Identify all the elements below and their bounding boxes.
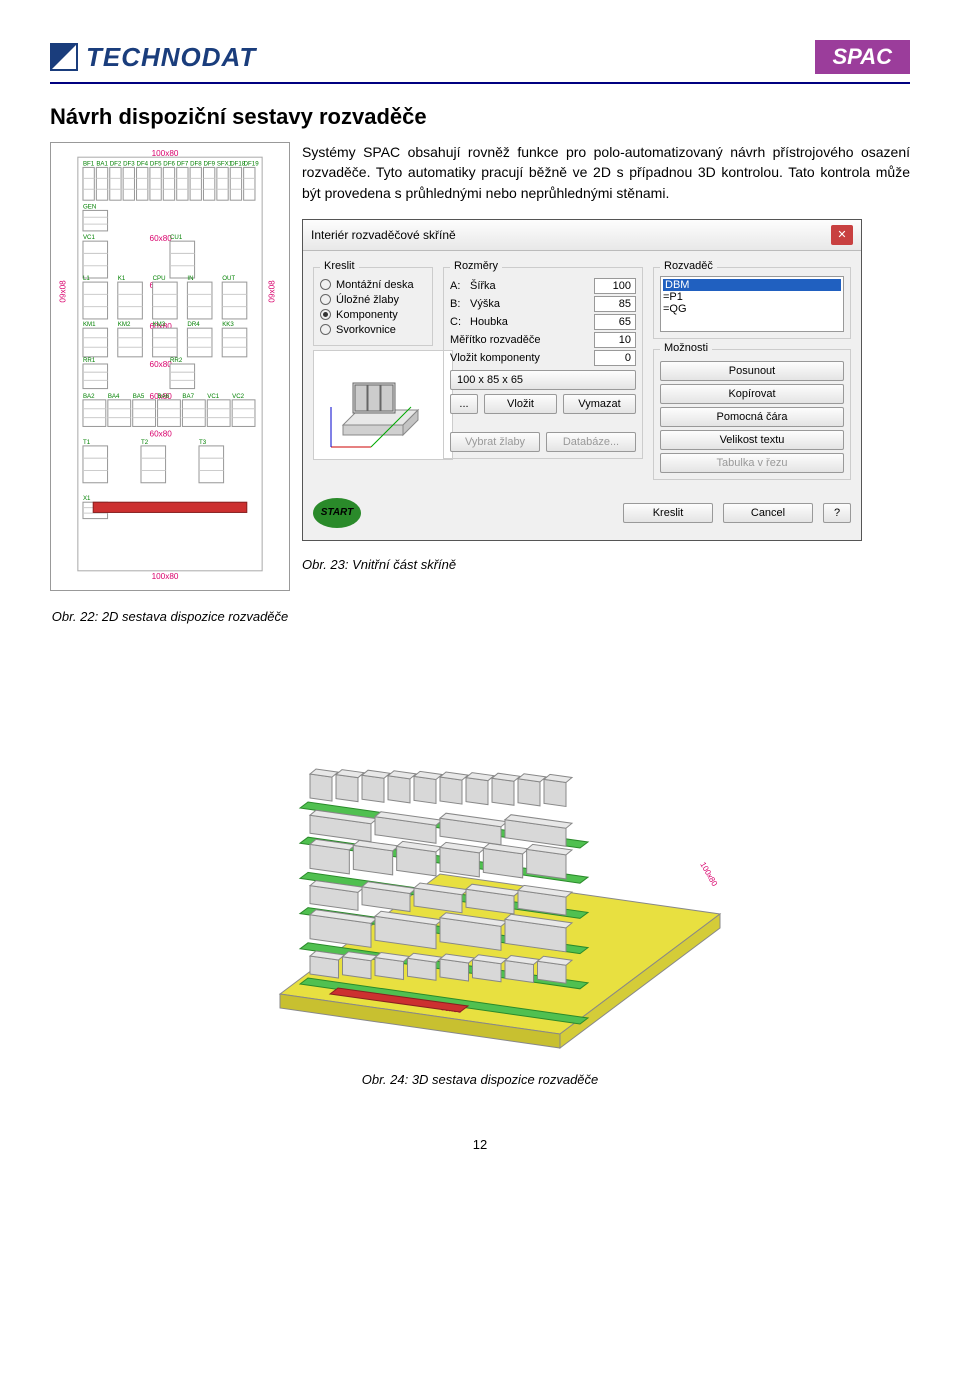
svg-text:BA4: BA4 — [108, 393, 120, 400]
svg-text:DF2: DF2 — [110, 160, 122, 167]
rozvadec-list[interactable]: DBM =P1 =QG — [660, 276, 844, 332]
svg-text:IN: IN — [187, 275, 193, 282]
cancel-button[interactable]: Cancel — [723, 503, 813, 523]
dim-left: 09x08 — [59, 280, 68, 303]
caption-23: Obr. 23: Vnitřní část skříně — [302, 557, 910, 572]
svg-text:RR2: RR2 — [170, 357, 183, 364]
svg-text:100x80: 100x80 — [698, 861, 719, 889]
svg-text:60x80: 60x80 — [150, 234, 173, 243]
svg-text:RR1: RR1 — [83, 357, 96, 364]
svg-text:VC2: VC2 — [232, 393, 245, 400]
svg-text:DF6: DF6 — [163, 160, 175, 167]
svg-text:BA6: BA6 — [158, 393, 170, 400]
svg-text:KM3: KM3 — [153, 321, 166, 328]
svg-text:DF3: DF3 — [123, 160, 135, 167]
svg-text:DF7: DF7 — [177, 160, 189, 167]
start-badge[interactable]: START — [313, 498, 361, 528]
group-rozvadec: Rozvaděč DBM =P1 =QG — [653, 267, 851, 339]
radio-úložné-žlaby[interactable]: Úložné žlaby — [320, 294, 426, 306]
svg-text:BA5: BA5 — [133, 393, 145, 400]
option-button-4[interactable]: Tabulka v řezu — [660, 453, 844, 473]
page: TECHNODAT SPAC Návrh dispoziční sestavy … — [0, 0, 960, 1172]
body-paragraph: Systémy SPAC obsahují rovněž funkce pro … — [302, 142, 910, 203]
dim-bottom: 100x80 — [152, 572, 179, 579]
svg-text:DR4: DR4 — [187, 321, 200, 328]
svg-text:KM1: KM1 — [83, 321, 96, 328]
svg-text:KM2: KM2 — [118, 321, 131, 328]
svg-text:DF5: DF5 — [150, 160, 162, 167]
dialog-interior: Interiér rozvaděčové skříně ✕ Kreslit Mo… — [302, 219, 862, 541]
svg-text:KK3: KK3 — [222, 321, 234, 328]
input-width[interactable]: 100 — [594, 278, 636, 294]
svg-text:60x80: 60x80 — [150, 430, 173, 439]
page-title: Návrh dispoziční sestavy rozvaděče — [50, 104, 910, 130]
group-kreslit: Kreslit Montážní deskaÚložné žlabyKompon… — [313, 267, 433, 346]
option-button-0[interactable]: Posunout — [660, 361, 844, 381]
dim-right: 09x08 — [267, 280, 276, 303]
svg-text:K1: K1 — [118, 275, 126, 282]
option-button-1[interactable]: Kopírovat — [660, 384, 844, 404]
radio-svorkovnice[interactable]: Svorkovnice — [320, 324, 426, 336]
preset-dropdown[interactable]: 100 x 85 x 65 — [450, 370, 636, 390]
dots-button[interactable]: ... — [450, 394, 478, 414]
radio-montážní-deska[interactable]: Montážní deska — [320, 279, 426, 291]
svg-text:BA7: BA7 — [182, 393, 194, 400]
svg-text:CPU: CPU — [153, 275, 166, 282]
component-preview — [313, 350, 453, 460]
input-depth[interactable]: 65 — [594, 314, 636, 330]
group-rozvadec-label: Rozvaděč — [660, 260, 717, 272]
diagram-3d-iso: 60x8060x8060x8060x8060x8060x80 100x80 — [50, 634, 910, 1054]
svg-text:T3: T3 — [199, 439, 207, 446]
group-rozmery: Rozměry A:Šířka100 B:Výška85 C:Houbka65 … — [443, 267, 643, 459]
group-moznosti-label: Možnosti — [660, 342, 712, 354]
radio-komponenty[interactable]: Komponenty — [320, 309, 426, 321]
caption-22: Obr. 22: 2D sestava dispozice rozvaděče — [50, 609, 290, 624]
svg-text:BF1: BF1 — [83, 160, 95, 167]
database-button[interactable]: Databáze... — [546, 432, 636, 452]
svg-text:BA2: BA2 — [83, 393, 95, 400]
page-number: 12 — [50, 1137, 910, 1152]
dialog-footer: START Kreslit Cancel ? — [303, 490, 861, 540]
caption-24: Obr. 24: 3D sestava dispozice rozvaděče — [50, 1072, 910, 1087]
svg-text:BA1: BA1 — [96, 160, 108, 167]
page-header: TECHNODAT SPAC — [50, 40, 910, 84]
svg-text:DF9: DF9 — [203, 160, 215, 167]
vybrat-button[interactable]: Vybrat žlaby — [450, 432, 540, 452]
svg-text:T1: T1 — [83, 439, 91, 446]
close-icon[interactable]: ✕ — [831, 225, 853, 245]
vymazat-button[interactable]: Vymazat — [563, 394, 636, 414]
help-button[interactable]: ? — [823, 503, 851, 523]
svg-text:GEN: GEN — [83, 203, 96, 210]
spac-badge: SPAC — [815, 40, 911, 74]
group-kreslit-label: Kreslit — [320, 260, 359, 272]
input-insert[interactable]: 0 — [594, 350, 636, 366]
svg-text:T2: T2 — [141, 439, 149, 446]
diagram-2d-layout: 100x80 09x08 09x08 BF1BA1DF2DF3DF4DF5DF6… — [50, 142, 290, 591]
svg-text:DF19: DF19 — [244, 160, 260, 167]
svg-text:VC1: VC1 — [83, 234, 96, 241]
dialog-title-text: Interiér rozvaděčové skříně — [311, 228, 456, 242]
brand-text: TECHNODAT — [86, 42, 256, 73]
dim-top: 100x80 — [152, 149, 179, 158]
vlozit-button[interactable]: Vložit — [484, 394, 557, 414]
brand-icon — [50, 43, 78, 71]
svg-text:L1: L1 — [83, 275, 90, 282]
option-button-3[interactable]: Velikost textu — [660, 430, 844, 450]
svg-text:VC1: VC1 — [207, 393, 220, 400]
svg-text:X1: X1 — [83, 495, 91, 502]
kreslit-button[interactable]: Kreslit — [623, 503, 713, 523]
svg-text:DF4: DF4 — [137, 160, 149, 167]
svg-text:60x80: 60x80 — [150, 360, 173, 369]
svg-text:OUT: OUT — [222, 275, 235, 282]
group-rozmery-label: Rozměry — [450, 260, 502, 272]
input-scale[interactable]: 10 — [594, 332, 636, 348]
input-height[interactable]: 85 — [594, 296, 636, 312]
brand-logo: TECHNODAT — [50, 42, 256, 73]
dialog-titlebar: Interiér rozvaděčové skříně ✕ — [303, 220, 861, 251]
svg-text:DF8: DF8 — [190, 160, 202, 167]
svg-text:CU1: CU1 — [170, 234, 183, 241]
group-moznosti: Možnosti PosunoutKopírovatPomocná čáraVe… — [653, 349, 851, 480]
option-button-2[interactable]: Pomocná čára — [660, 407, 844, 427]
